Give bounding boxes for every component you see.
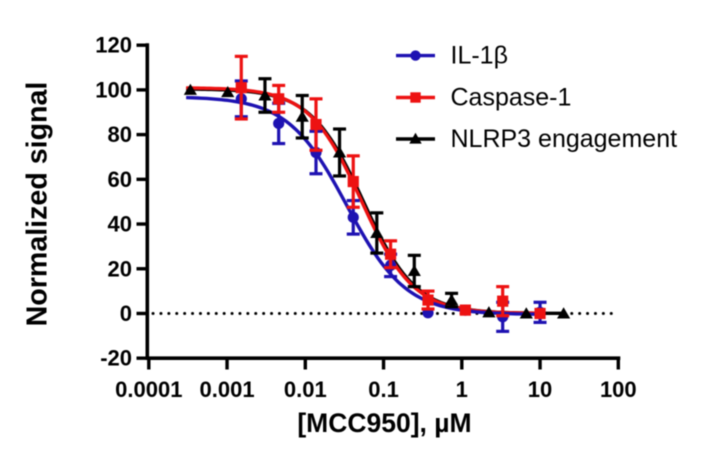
svg-text:100: 100 [600, 377, 637, 402]
svg-text:Caspase-1: Caspase-1 [451, 84, 572, 112]
svg-text:-20: -20 [100, 346, 132, 371]
svg-text:0: 0 [120, 301, 132, 326]
svg-text:IL-1β: IL-1β [451, 42, 508, 70]
svg-text:10: 10 [528, 377, 552, 402]
svg-text:120: 120 [95, 33, 132, 58]
svg-text:100: 100 [95, 77, 132, 102]
svg-text:0.01: 0.01 [284, 377, 327, 402]
svg-text:Normalized signal: Normalized signal [22, 82, 54, 327]
svg-text:40: 40 [108, 212, 132, 237]
svg-text:NLRP3 engagement: NLRP3 engagement [451, 125, 678, 153]
svg-text:60: 60 [108, 167, 132, 192]
svg-text:0.0001: 0.0001 [115, 377, 182, 402]
svg-text:80: 80 [108, 122, 132, 147]
svg-text:[MCC950], µM: [MCC950], µM [297, 408, 471, 438]
svg-text:0.001: 0.001 [200, 377, 255, 402]
svg-text:1: 1 [456, 377, 468, 402]
svg-text:0.1: 0.1 [368, 377, 399, 402]
svg-text:20: 20 [108, 256, 132, 281]
